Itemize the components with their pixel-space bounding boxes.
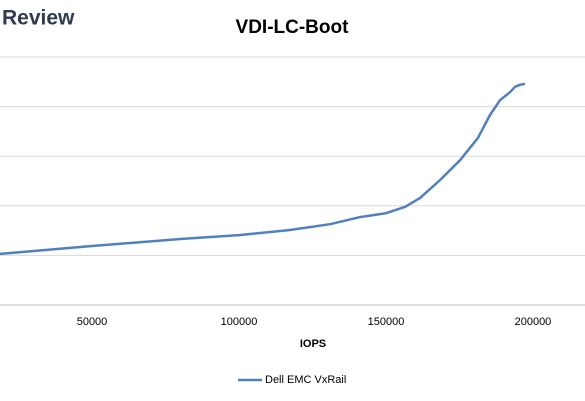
x-tick-label: 100000 [221,316,258,328]
logo-text: Review [2,7,75,30]
x-tick-label: 150000 [368,316,405,328]
legend-label: Dell EMC VxRail [265,374,346,386]
x-tick-label: 200000 [515,316,552,328]
chart-title: VDI-LC-Boot [236,17,350,38]
x-axis-label: IOPS [300,338,326,350]
data-line [0,82,526,256]
x-tick-label: 50000 [77,316,108,328]
